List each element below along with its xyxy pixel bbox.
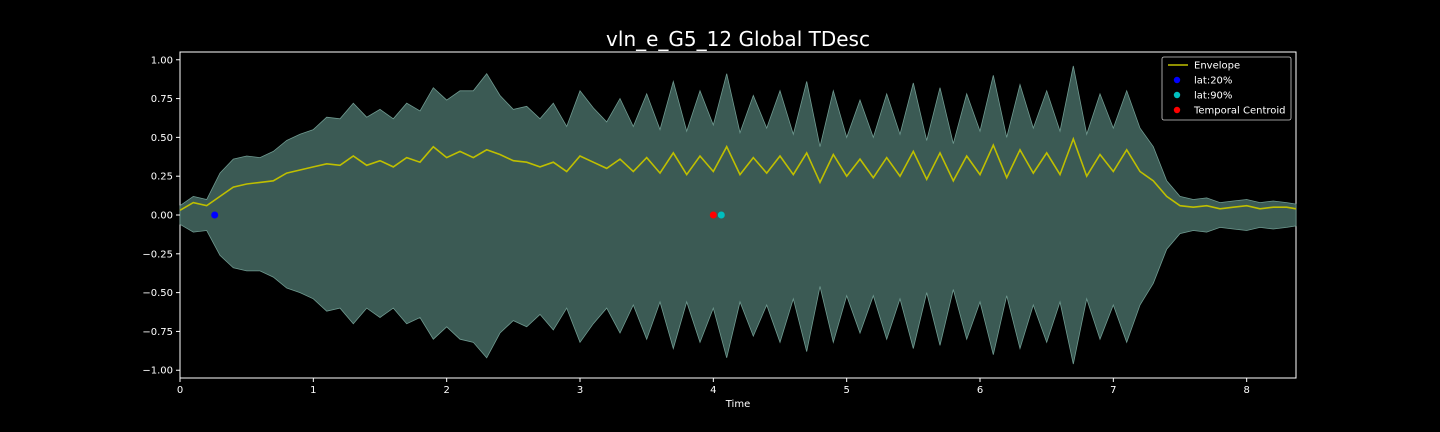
legend-label: Temporal Centroid xyxy=(1193,106,1286,117)
legend-label: lat:20% xyxy=(1194,76,1232,87)
x-tick-label: 0 xyxy=(177,385,183,396)
y-tick-label: 0.00 xyxy=(151,211,173,222)
envelope-line xyxy=(179,136,1297,211)
y-tick-label: 0.50 xyxy=(151,133,173,144)
x-tick-label: 5 xyxy=(843,385,849,396)
marker-lat-20- xyxy=(211,211,219,219)
x-tick-label: 1 xyxy=(310,385,316,396)
y-tick-label: −0.25 xyxy=(142,249,173,260)
y-tick-label: −0.50 xyxy=(142,288,173,299)
y-tick-label: −1.00 xyxy=(142,366,173,377)
legend-label: Envelope xyxy=(1194,61,1240,72)
x-tick-label: 8 xyxy=(1243,385,1249,396)
legend-marker-swatch xyxy=(1173,76,1181,84)
x-axis: 0 1 2 3 4 5 6 7 8 xyxy=(177,378,1250,396)
x-tick-label: 7 xyxy=(1110,385,1116,396)
waveform-band xyxy=(179,65,1297,365)
y-axis: 1.00 0.75 0.50 0.25 0.00 −0.25 −0.50 −0.75 −1.00 xyxy=(142,55,180,377)
legend-marker-swatch xyxy=(1173,91,1181,99)
y-tick-label: 1.00 xyxy=(151,55,173,66)
marker-lat-90- xyxy=(717,211,725,219)
legend-box xyxy=(1161,56,1292,121)
marker-temporal-centroid xyxy=(709,211,717,219)
y-tick-label: 0.75 xyxy=(151,94,173,105)
x-tick-label: 6 xyxy=(977,385,983,396)
legend-marker-swatch xyxy=(1173,106,1181,114)
y-tick-label: −0.75 xyxy=(142,327,173,338)
x-tick-label: 4 xyxy=(710,385,716,396)
y-tick-label: 0.25 xyxy=(151,172,173,183)
x-tick-label: 3 xyxy=(577,385,583,396)
marker-layer xyxy=(211,211,725,219)
chart-title: vln_e_G5_12 Global TDesc xyxy=(606,27,870,51)
legend-label: lat:90% xyxy=(1194,91,1232,102)
x-axis-label: Time xyxy=(725,399,750,410)
legend: Envelope lat:20% lat:90% Temporal Centroid xyxy=(1161,56,1292,121)
x-tick-label: 2 xyxy=(443,385,449,396)
plot-area xyxy=(179,51,1297,379)
